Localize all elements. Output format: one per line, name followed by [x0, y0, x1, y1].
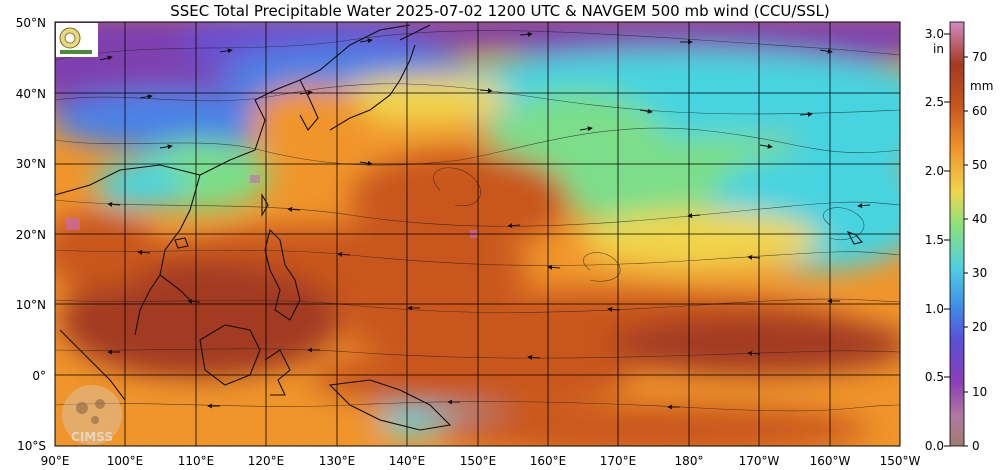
colorbar-gradient — [949, 21, 965, 447]
lon-label: 140°E — [389, 454, 426, 468]
lat-label: 10°N — [16, 298, 46, 312]
ssec-logo — [56, 23, 98, 57]
lon-label: 150°W — [880, 454, 921, 468]
colorbar: in 3.0 2.5 2.0 1.5 1.0 0.5 0.0 mm — [925, 21, 993, 453]
mm-tick: 20 — [972, 320, 987, 334]
mm-tick: 70 — [972, 50, 987, 64]
lon-label: 160°E — [530, 454, 567, 468]
map-title: SSEC Total Precipitable Water 2025-07-02… — [170, 2, 830, 20]
lon-label: 100°E — [107, 454, 144, 468]
mm-tick: 60 — [972, 104, 987, 118]
map-frame — [54, 21, 901, 447]
wind-streamlines — [55, 30, 900, 412]
inch-tick: 1.0 — [925, 302, 944, 316]
lon-label: 130°E — [319, 454, 356, 468]
lat-label: 50°N — [16, 16, 46, 30]
lon-label: 160°W — [810, 454, 851, 468]
inch-tick: 2.5 — [925, 95, 944, 109]
lat-label: 20°N — [16, 228, 46, 242]
mm-tick: 10 — [972, 385, 987, 399]
lat-label: 0° — [32, 369, 46, 383]
tpw-field — [55, 22, 900, 446]
lon-label: 170°E — [600, 454, 637, 468]
lon-label: 90°E — [41, 454, 70, 468]
latitude-labels: 50°N 40°N 30°N 20°N 10°N 0° 10°S — [16, 16, 46, 453]
lon-label: 150°E — [460, 454, 497, 468]
mm-tick: 30 — [972, 266, 987, 280]
lon-label: 120°E — [248, 454, 285, 468]
lat-label: 30°N — [16, 157, 46, 171]
lon-label: 110°E — [178, 454, 215, 468]
inch-tick: 0.5 — [925, 370, 944, 384]
inch-tick: 1.5 — [925, 233, 944, 247]
longitude-labels: 90°E 100°E 110°E 120°E 130°E 140°E 150°E… — [41, 454, 921, 468]
cimss-logo-text: CIMSS — [71, 430, 113, 444]
inch-tick: 0.0 — [925, 439, 944, 453]
mm-tick: 0 — [972, 439, 980, 453]
inch-tick: 3.0 — [925, 27, 944, 41]
mm-tick: 50 — [972, 158, 987, 172]
lat-label: 10°S — [17, 439, 46, 453]
lon-label: 170°W — [739, 454, 780, 468]
mm-tick: 40 — [972, 212, 987, 226]
inch-tick: 2.0 — [925, 164, 944, 178]
cimss-logo: CIMSS — [62, 385, 122, 445]
lat-lon-grid — [55, 22, 900, 446]
inch-unit-label: in — [933, 42, 944, 56]
lat-label: 40°N — [16, 87, 46, 101]
lon-label: 180° — [675, 454, 704, 468]
mm-unit-label: mm — [970, 79, 993, 93]
